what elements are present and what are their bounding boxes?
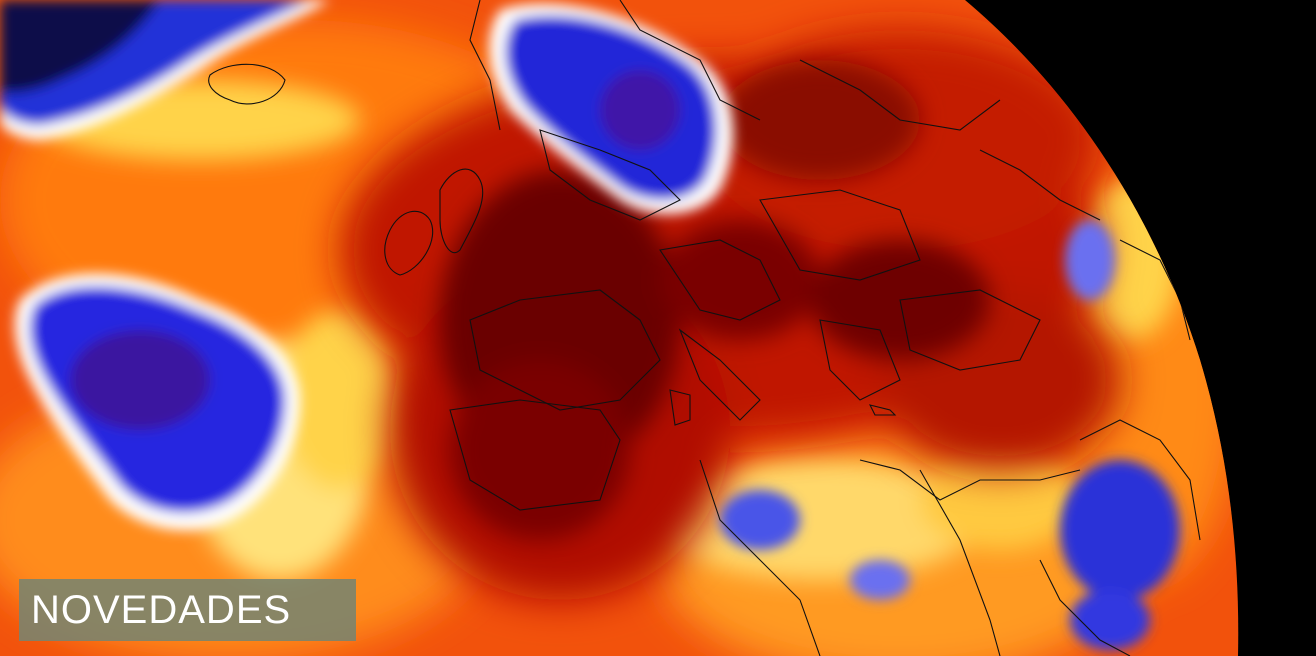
news-badge[interactable]: NOVEDADES [19, 579, 356, 641]
news-badge-label: NOVEDADES [31, 588, 292, 632]
country-borders [208, 0, 1201, 656]
